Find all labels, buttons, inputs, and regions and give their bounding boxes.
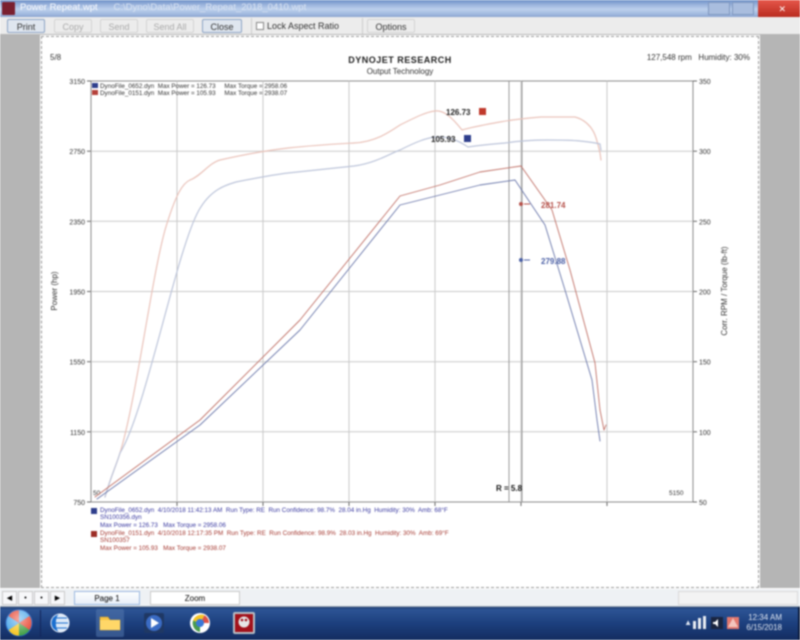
svg-text:350: 350	[699, 79, 711, 86]
svg-text:2350: 2350	[69, 219, 85, 226]
svg-text:R = 5.8: R = 5.8	[496, 484, 523, 493]
svg-text:100: 100	[699, 430, 711, 437]
svg-text:105.93: 105.93	[431, 135, 456, 144]
svg-text:750: 750	[73, 500, 85, 507]
svg-text:Power (hp): Power (hp)	[50, 271, 59, 310]
svg-text:126.73: 126.73	[446, 108, 471, 117]
svg-text:1550: 1550	[69, 360, 85, 367]
svg-text:5150: 5150	[669, 490, 684, 497]
svg-text:150: 150	[699, 360, 711, 367]
svg-text:250: 250	[699, 219, 711, 226]
svg-text:2750: 2750	[69, 149, 85, 156]
svg-text:279.88: 279.88	[541, 257, 566, 266]
svg-text:3150: 3150	[69, 79, 85, 86]
svg-text:1950: 1950	[69, 290, 85, 297]
svg-text:1150: 1150	[70, 430, 85, 437]
svg-text:200: 200	[699, 290, 711, 297]
svg-text:Corr. RPM / Torque (lb-ft): Corr. RPM / Torque (lb-ft)	[720, 246, 729, 336]
svg-text:DynoFile_0652.dyn Max Power =: DynoFile_0652.dyn Max Power = 126.73 Max…	[100, 83, 288, 90]
svg-text:281.74: 281.74	[541, 201, 566, 210]
svg-text:50: 50	[699, 500, 707, 507]
svg-text:DynoFile_0151.dyn Max Power =: DynoFile_0151.dyn Max Power = 105.93 Max…	[100, 90, 288, 97]
svg-text:300: 300	[699, 149, 711, 156]
